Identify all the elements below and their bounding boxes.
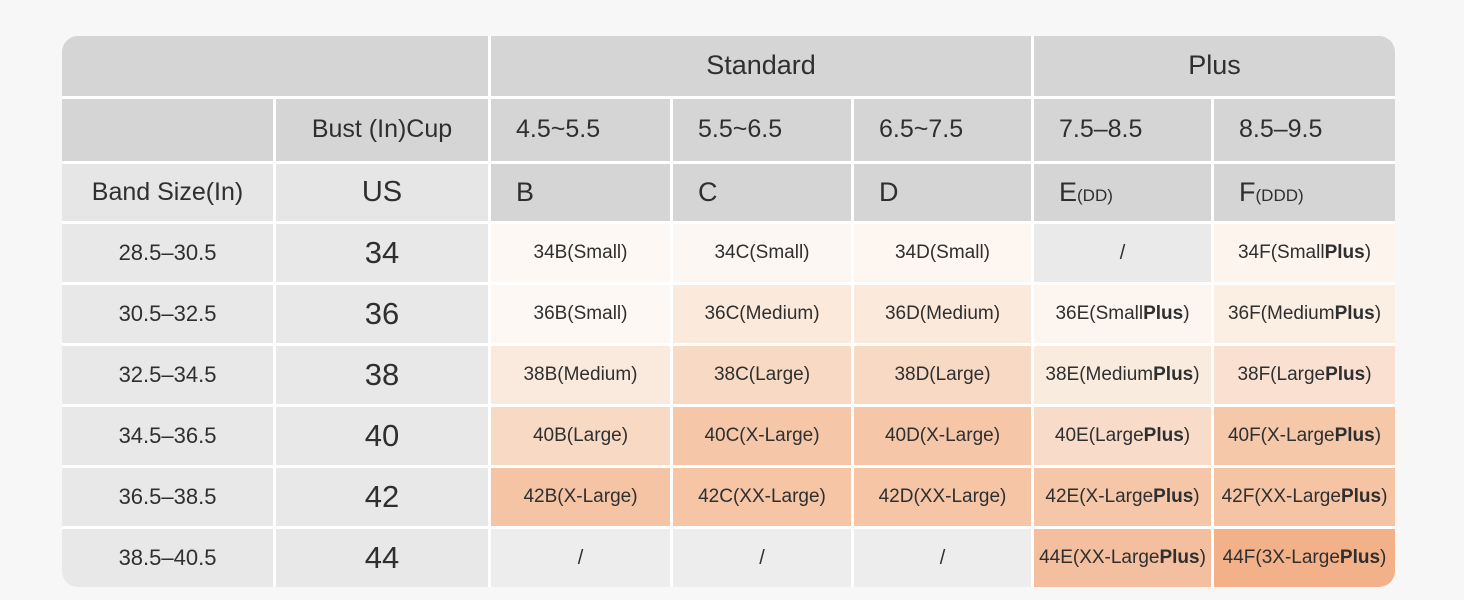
header-cup-f: F (DDD) <box>1214 164 1395 221</box>
header-band-size-label: Band Size(In) <box>62 164 273 221</box>
header-range-3: 6.5~7.5 <box>854 99 1031 161</box>
size-cell: 38F(Large Plus) <box>1214 346 1395 404</box>
size-cell: 38D(Large) <box>854 346 1031 404</box>
size-cell: / <box>491 529 670 587</box>
size-cell: 40E(Large Plus) <box>1034 407 1211 465</box>
band-size-cell: 36.5–38.5 <box>62 468 273 526</box>
cup-letter: C <box>698 177 718 207</box>
size-cell: 34D(Small) <box>854 224 1031 282</box>
size-chart-table: Standard Plus Bust (In)Cup 4.5~5.5 5.5~6… <box>62 36 1395 587</box>
cup-letter: F <box>1239 177 1256 207</box>
band-size-cell: 30.5–32.5 <box>62 285 273 343</box>
header-bust-cup-label: Bust (In)Cup <box>276 99 488 161</box>
cup-letter: D <box>879 177 899 207</box>
header-range-5: 8.5–9.5 <box>1214 99 1395 161</box>
header-group-plus: Plus <box>1034 36 1395 96</box>
size-cell: 34C(Small) <box>673 224 851 282</box>
header-cup-b: B <box>491 164 670 221</box>
us-size-cell: 44 <box>276 529 488 587</box>
size-cell: 34F(Small Plus) <box>1214 224 1395 282</box>
header-corner-blank <box>62 36 488 96</box>
size-cell: 36B(Small) <box>491 285 670 343</box>
size-cell: 34B(Small) <box>491 224 670 282</box>
header-range-1: 4.5~5.5 <box>491 99 670 161</box>
header-range-4: 7.5–8.5 <box>1034 99 1211 161</box>
size-cell: 42E(X-Large Plus) <box>1034 468 1211 526</box>
size-cell: 36E(Small Plus) <box>1034 285 1211 343</box>
header-us-label: US <box>276 164 488 221</box>
size-cell: / <box>1034 224 1211 282</box>
band-size-cell: 38.5–40.5 <box>62 529 273 587</box>
size-cell: 36F(Medium Plus) <box>1214 285 1395 343</box>
size-cell: 40F(X-Large Plus) <box>1214 407 1395 465</box>
size-cell: 42D(XX-Large) <box>854 468 1031 526</box>
size-cell: 40B(Large) <box>491 407 670 465</box>
size-cell: 38E(Medium Plus) <box>1034 346 1211 404</box>
header-blank <box>62 99 273 161</box>
size-cell: / <box>854 529 1031 587</box>
us-size-cell: 34 <box>276 224 488 282</box>
us-size-cell: 36 <box>276 285 488 343</box>
size-cell: 42B(X-Large) <box>491 468 670 526</box>
us-size-cell: 40 <box>276 407 488 465</box>
cup-alias: (DD) <box>1077 186 1113 205</box>
cup-letter: B <box>516 177 535 207</box>
size-cell: 38B(Medium) <box>491 346 670 404</box>
cup-alias: (DDD) <box>1255 186 1304 205</box>
header-cup-c: C <box>673 164 851 221</box>
size-cell: 42C(XX-Large) <box>673 468 851 526</box>
band-size-cell: 28.5–30.5 <box>62 224 273 282</box>
size-cell: 40C(X-Large) <box>673 407 851 465</box>
size-cell: 38C(Large) <box>673 346 851 404</box>
size-cell: 44F(3X-Large Plus) <box>1214 529 1395 587</box>
header-group-standard: Standard <box>491 36 1031 96</box>
size-cell: 44E(XX-Large Plus) <box>1034 529 1211 587</box>
header-range-2: 5.5~6.5 <box>673 99 851 161</box>
size-cell: / <box>673 529 851 587</box>
size-cell: 36C(Medium) <box>673 285 851 343</box>
size-cell: 42F(XX-Large Plus) <box>1214 468 1395 526</box>
us-size-cell: 38 <box>276 346 488 404</box>
size-cell: 36D(Medium) <box>854 285 1031 343</box>
size-cell: 40D(X-Large) <box>854 407 1031 465</box>
band-size-cell: 32.5–34.5 <box>62 346 273 404</box>
us-size-cell: 42 <box>276 468 488 526</box>
header-cup-e: E (DD) <box>1034 164 1211 221</box>
cup-letter: E <box>1059 177 1078 207</box>
header-cup-d: D <box>854 164 1031 221</box>
band-size-cell: 34.5–36.5 <box>62 407 273 465</box>
